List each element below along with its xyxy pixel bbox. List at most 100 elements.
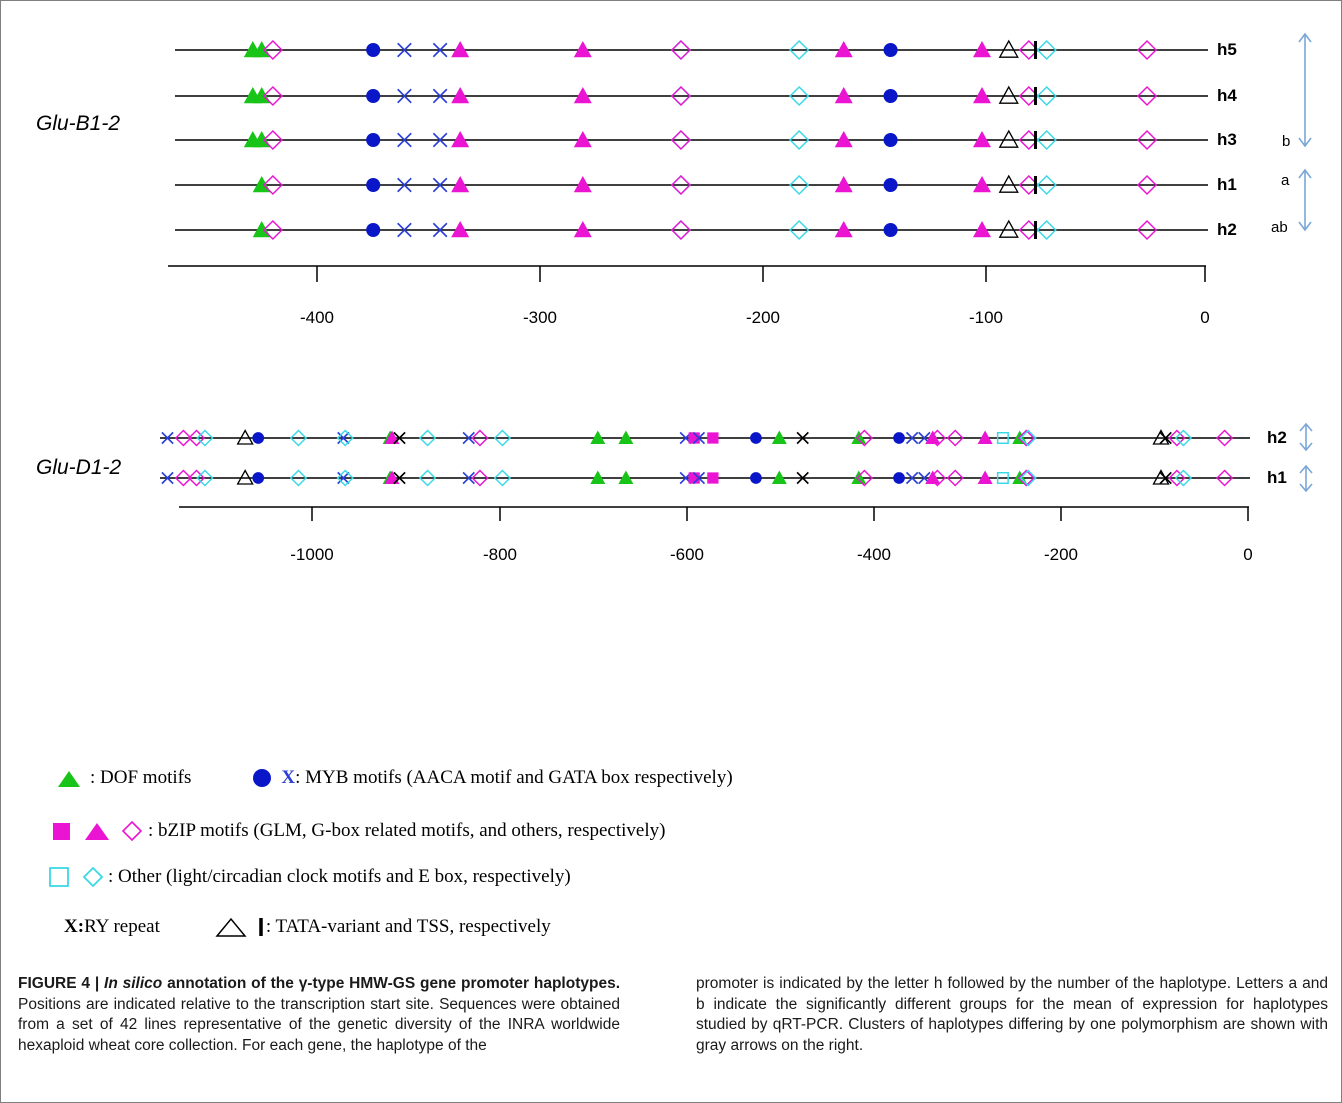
e-box-marker (289, 469, 308, 487)
bzip-icons (53, 820, 143, 842)
e-box-marker (1174, 429, 1193, 447)
bzip-other-marker (946, 469, 964, 487)
tick-label: -800 (483, 545, 517, 564)
tata-tss-icons (215, 917, 263, 937)
bzip-other-marker (262, 129, 283, 151)
myb-aaca-motif-marker (883, 88, 898, 104)
bzip-other-marker (1216, 469, 1234, 487)
caption-left: FIGURE 4 | In silico annotation of the γ… (18, 974, 620, 1056)
gene-label-glu-d1-2: Glu-D1-2 (36, 456, 122, 479)
tata-variant-marker (998, 85, 1019, 104)
myb-gata-box-marker (161, 471, 174, 485)
caption-right: promoter is indicated by the letter h fo… (696, 974, 1328, 1056)
bzip-g-box-related-motif-marker (451, 221, 470, 238)
ry-repeat-marker (1159, 471, 1172, 485)
myb-x-icon: X (281, 767, 296, 788)
myb-gata-box-marker (337, 431, 350, 445)
legend-other-text: : Other (light/circadian clock motifs an… (108, 866, 571, 887)
caption-title-italic: In silico (104, 975, 163, 992)
ry-repeat-marker (393, 431, 406, 445)
bzip-other-marker (1168, 469, 1186, 487)
bzip-other-marker (262, 85, 283, 107)
bzip-other-marker (1136, 39, 1158, 61)
bzip-other-marker (262, 219, 283, 241)
bzip-other-marker (471, 429, 489, 447)
bzip-g-box-related-motif-marker (925, 430, 941, 444)
bzip-g-box-related-motif-marker (834, 176, 853, 193)
bzip-glm-marker (707, 472, 719, 484)
e-box-marker (419, 429, 437, 447)
bzip-other-marker (928, 469, 946, 487)
bzip-g-box-related-motif-marker (834, 131, 853, 148)
e-box-marker (419, 469, 437, 487)
myb-gata-box-marker (397, 132, 412, 148)
bzip-other-marker (1017, 429, 1035, 447)
bzip-g-box-related-motif-marker (925, 470, 941, 484)
bzip-g-box-related-motif-marker (834, 41, 853, 58)
bzip-g-box-related-motif-marker (573, 221, 592, 238)
e-box-marker (1036, 129, 1057, 151)
ry-repeat-marker (1159, 431, 1172, 445)
myb-gata-box-marker (397, 88, 412, 104)
myb-gata-box-marker (462, 471, 475, 485)
legend-dof: : DOF motifs X : MYB motifs (AACA motif … (48, 763, 733, 793)
caption-title: annotation of the γ-type HMW-GS gene pro… (162, 975, 620, 992)
tata-variant-marker (998, 129, 1019, 148)
dof-motif-marker (851, 430, 867, 444)
dof-motif-marker (618, 470, 634, 484)
haplotype-label: h2 (1217, 220, 1237, 239)
promoter-annotation-plot: Glu-B1-2 h5 h4 h3 h1 h2 b a ab -400 -300… (36, 32, 1313, 564)
myb-aaca-motif-marker (252, 472, 265, 484)
tick-label: 0 (1200, 308, 1209, 327)
legend-ry-text: RY repeat (84, 916, 160, 937)
myb-gata-box-marker (432, 88, 448, 104)
cluster-arrow-d-h2 (1299, 422, 1313, 452)
e-box-marker (196, 429, 214, 447)
legend-dof-text: : DOF motifs (90, 767, 192, 788)
bzip-g-box-related-motif-marker (973, 41, 991, 58)
tick-label: -200 (1044, 545, 1078, 564)
e-box-marker (1174, 469, 1193, 487)
bzip-other-marker (1136, 129, 1158, 151)
bzip-other-marker (262, 39, 283, 61)
cluster-arrow-h1-h2 (1298, 168, 1312, 232)
caption-figure-label: FIGURE 4 | (18, 975, 105, 992)
myb-gata-box-marker (905, 471, 919, 485)
e-box-marker (789, 219, 810, 241)
e-box-marker (789, 85, 810, 107)
dof-motif-marker (851, 470, 867, 484)
myb-aaca-motif-marker (893, 472, 905, 484)
bzip-triangle-icon (85, 823, 109, 840)
tata-variant-marker (998, 39, 1019, 58)
group-label: b (1282, 133, 1290, 150)
bzip-g-box-related-motif-marker (977, 430, 993, 444)
ry-repeat-marker (796, 431, 809, 445)
ry-x-icon: X: (64, 916, 85, 937)
e-box-marker (1036, 219, 1057, 241)
myb-aaca-motif-marker (893, 432, 905, 444)
group-label: ab (1271, 219, 1288, 236)
tata-variant-marker (236, 469, 254, 485)
myb-gata-box-marker (397, 222, 412, 238)
tick-label: -1000 (290, 545, 333, 564)
dof-motif-marker (771, 470, 787, 484)
bzip-other-marker (946, 429, 964, 447)
tick-label: 0 (1243, 545, 1252, 564)
e-box-marker (789, 39, 810, 61)
tick-label: -300 (523, 308, 557, 327)
bzip-other-marker (187, 469, 206, 487)
tick-label: -200 (746, 308, 780, 327)
legend-bzip: : bZIP motifs (GLM, G-box related motifs… (48, 816, 665, 846)
myb-gata-box-marker (432, 222, 448, 238)
bzip-g-box-related-motif-marker (451, 131, 470, 148)
tata-variant-marker (236, 429, 254, 445)
other-icons (49, 866, 104, 888)
x-axis-glu-d1-2: -1000 -800 -600 -400 -200 0 (179, 506, 1253, 564)
myb-gata-box-marker (692, 431, 706, 445)
e-box-marker (289, 429, 308, 447)
bzip-g-box-related-motif-marker (834, 221, 853, 238)
bzip-other-marker (855, 429, 874, 447)
bzip-g-box-related-motif-marker (973, 131, 991, 148)
myb-aaca-motif-marker (883, 222, 898, 238)
haplotype-label: h4 (1217, 86, 1237, 105)
